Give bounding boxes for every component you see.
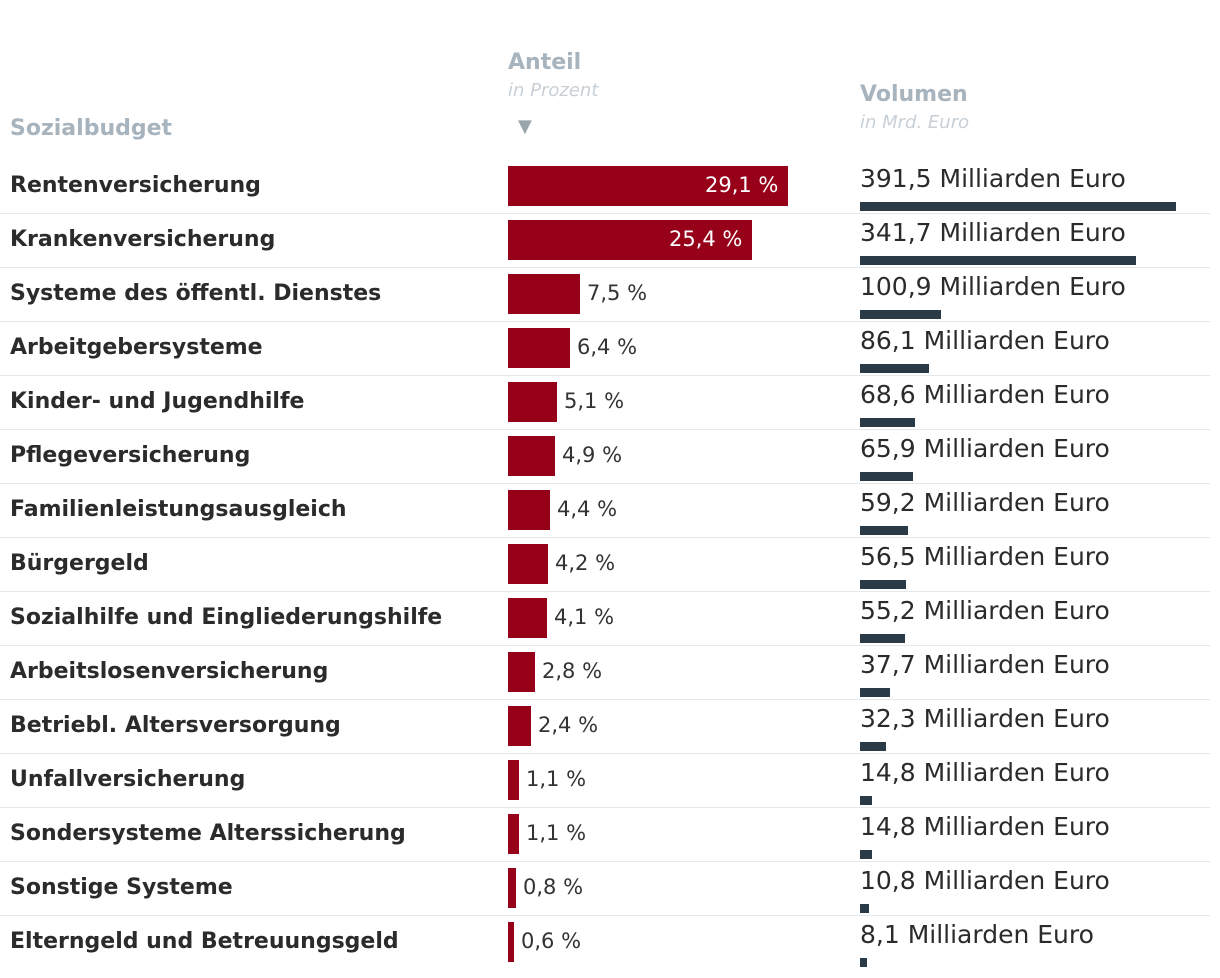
volume-value-label: 55,2 Milliarden Euro bbox=[860, 596, 1110, 625]
volume-column-unit: in Mrd. Euro bbox=[860, 112, 970, 133]
volume-bar bbox=[860, 688, 890, 697]
sort-descending-icon[interactable]: ▼ bbox=[518, 116, 532, 137]
volume-value-label: 68,6 Milliarden Euro bbox=[860, 380, 1110, 409]
share-value-label: 0,8 % bbox=[523, 875, 584, 899]
share-bar bbox=[508, 436, 555, 476]
table-row: Elterngeld und Betreuungsgeld 0,6 % 8,1 Mi… bbox=[0, 916, 1220, 970]
volume-bar bbox=[860, 742, 886, 751]
row-label: Sozialhilfe und Eingliederungshilfe bbox=[10, 605, 443, 630]
volume-value-label: 391,5 Milliarden Euro bbox=[860, 164, 1126, 193]
volume-bar bbox=[860, 256, 1136, 265]
share-value-label: 7,5 % bbox=[587, 281, 648, 305]
volume-bar bbox=[860, 796, 872, 805]
table-row: Kinder- und Jugendhilfe 5,1 % 68,6 Milliar… bbox=[0, 376, 1220, 430]
row-label: Unfallversicherung bbox=[10, 767, 246, 792]
row-label: Sondersysteme Alterssicherung bbox=[10, 821, 406, 846]
share-bar bbox=[508, 598, 547, 638]
share-bar bbox=[508, 814, 519, 854]
label-column-header[interactable]: Sozialbudget bbox=[10, 116, 173, 141]
volume-value-label: 86,1 Milliarden Euro bbox=[860, 326, 1110, 355]
table-row: Sozialhilfe und Eingliederungshilfe 4,1 %… bbox=[0, 592, 1220, 646]
volume-bar bbox=[860, 580, 906, 589]
share-bar bbox=[508, 922, 514, 962]
volume-value-label: 56,5 Milliarden Euro bbox=[860, 542, 1110, 571]
volume-column-header[interactable]: Volumen bbox=[860, 82, 968, 107]
share-value-label: 5,1 % bbox=[564, 389, 625, 413]
share-value-label: 0,6 % bbox=[521, 929, 582, 953]
table-row: Betriebl. Altersversorgung 2,4 % 32,3 Mill… bbox=[0, 700, 1220, 754]
share-bar bbox=[508, 382, 557, 422]
table-row: Arbeitslosenversicherung 2,8 % 37,7 Millia… bbox=[0, 646, 1220, 700]
table-row: Krankenversicherung 25,4 % 341,7 Milliarde… bbox=[0, 214, 1220, 268]
volume-bar bbox=[860, 526, 908, 535]
table-row: Rentenversicherung 29,1 % 391,5 Milliarden… bbox=[0, 160, 1220, 214]
share-bar bbox=[508, 490, 550, 530]
volume-bar bbox=[860, 310, 941, 319]
volume-bar bbox=[860, 418, 915, 427]
share-bar bbox=[508, 220, 752, 260]
social-budget-table: Rentenversicherung 29,1 % 391,5 Milliarden… bbox=[0, 160, 1220, 970]
table-row: Bürgergeld 4,2 % 56,5 Milliarden Euro bbox=[0, 538, 1220, 592]
volume-value-label: 8,1 Milliarden Euro bbox=[860, 920, 1094, 949]
volume-bar bbox=[860, 634, 905, 643]
row-label: Arbeitgebersysteme bbox=[10, 335, 263, 360]
volume-value-label: 65,9 Milliarden Euro bbox=[860, 434, 1110, 463]
share-value-label: 4,9 % bbox=[562, 443, 623, 467]
share-value-label: 1,1 % bbox=[526, 767, 587, 791]
volume-value-label: 10,8 Milliarden Euro bbox=[860, 866, 1110, 895]
row-label: Arbeitslosenversicherung bbox=[10, 659, 329, 684]
table-row: Familienleistungsausgleich 4,4 % 59,2 Mill… bbox=[0, 484, 1220, 538]
volume-value-label: 32,3 Milliarden Euro bbox=[860, 704, 1110, 733]
share-value-label: 4,4 % bbox=[557, 497, 618, 521]
row-label: Sonstige Systeme bbox=[10, 875, 233, 900]
row-label: Pflegeversicherung bbox=[10, 443, 251, 468]
volume-value-label: 14,8 Milliarden Euro bbox=[860, 812, 1110, 841]
share-bar bbox=[508, 166, 788, 206]
row-label: Elterngeld und Betreuungsgeld bbox=[10, 929, 399, 954]
share-value-label: 2,4 % bbox=[538, 713, 599, 737]
share-value-label: 6,4 % bbox=[577, 335, 638, 359]
volume-bar bbox=[860, 850, 872, 859]
row-label: Krankenversicherung bbox=[10, 227, 276, 252]
volume-value-label: 37,7 Milliarden Euro bbox=[860, 650, 1110, 679]
volume-bar bbox=[860, 202, 1176, 211]
share-value-label: 25,4 % bbox=[669, 227, 743, 251]
share-value-label: 2,8 % bbox=[542, 659, 603, 683]
volume-value-label: 341,7 Milliarden Euro bbox=[860, 218, 1126, 247]
row-label: Familienleistungsausgleich bbox=[10, 497, 347, 522]
share-value-label: 4,1 % bbox=[554, 605, 615, 629]
volume-bar bbox=[860, 472, 913, 481]
row-label: Kinder- und Jugendhilfe bbox=[10, 389, 305, 414]
row-label: Bürgergeld bbox=[10, 551, 149, 576]
row-label: Betriebl. Altersversorgung bbox=[10, 713, 341, 738]
share-value-label: 1,1 % bbox=[526, 821, 587, 845]
table-row: Unfallversicherung 1,1 % 14,8 Milliarden E… bbox=[0, 754, 1220, 808]
share-value-label: 29,1 % bbox=[705, 173, 779, 197]
volume-bar bbox=[860, 958, 867, 967]
share-bar bbox=[508, 328, 570, 368]
share-value-label: 4,2 % bbox=[555, 551, 616, 575]
table-row: Sondersysteme Alterssicherung 1,1 % 14,8 M… bbox=[0, 808, 1220, 862]
table-row: Arbeitgebersysteme 6,4 % 86,1 Milliarden E… bbox=[0, 322, 1220, 376]
share-bar bbox=[508, 868, 516, 908]
volume-bar bbox=[860, 904, 869, 913]
row-label: Systeme des öffentl. Dienstes bbox=[10, 281, 382, 306]
share-bar bbox=[508, 274, 580, 314]
table-row: Systeme des öffentl. Dienstes 7,5 % 100,9 … bbox=[0, 268, 1220, 322]
volume-value-label: 100,9 Milliarden Euro bbox=[860, 272, 1126, 301]
share-bar bbox=[508, 652, 535, 692]
share-bar bbox=[508, 760, 519, 800]
volume-value-label: 14,8 Milliarden Euro bbox=[860, 758, 1110, 787]
volume-bar bbox=[860, 364, 929, 373]
share-column-unit: in Prozent bbox=[508, 80, 599, 101]
table-row: Sonstige Systeme 0,8 % 10,8 Milliarden Eur… bbox=[0, 862, 1220, 916]
share-column-header[interactable]: Anteil bbox=[508, 50, 582, 75]
table-row: Pflegeversicherung 4,9 % 65,9 Milliarden E… bbox=[0, 430, 1220, 484]
share-bar bbox=[508, 706, 531, 746]
share-bar bbox=[508, 544, 548, 584]
volume-value-label: 59,2 Milliarden Euro bbox=[860, 488, 1110, 517]
row-label: Rentenversicherung bbox=[10, 173, 261, 198]
